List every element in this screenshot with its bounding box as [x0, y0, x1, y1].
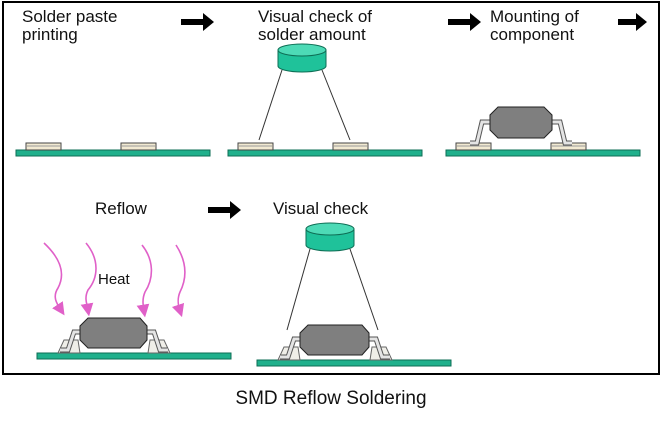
step-label: solder amount	[258, 25, 366, 44]
step-reflow: Reflow Heat	[36, 199, 241, 360]
step-solder-paste-printing: Solder paste printing	[15, 7, 214, 157]
camera-icon	[277, 43, 327, 73]
step-label: component	[490, 25, 574, 44]
heat-arrows	[43, 242, 186, 318]
circuit-board	[15, 149, 211, 157]
heat-arrow-icon	[171, 244, 186, 318]
arrow-right-icon	[208, 201, 241, 219]
camera-icon	[305, 222, 355, 252]
step-label: printing	[22, 25, 78, 44]
heat-arrow-icon	[80, 242, 97, 317]
diagram-frame	[2, 1, 660, 375]
smd-component	[489, 106, 553, 139]
reflow-process-diagram: Solder paste printing Visual check of so…	[2, 1, 660, 375]
circuit-board	[36, 352, 232, 360]
step-mounting-component: Mounting of component	[445, 7, 647, 157]
arrow-right-icon	[181, 13, 214, 31]
step-label: Mounting of	[490, 7, 579, 26]
arrow-right-icon	[448, 13, 481, 31]
heat-label: Heat	[98, 271, 131, 288]
circuit-board	[445, 149, 641, 157]
step-label: Reflow	[95, 199, 148, 218]
circuit-board	[227, 149, 423, 157]
step-label: Visual check of	[258, 7, 372, 26]
step-visual-check-solder: Visual check of solder amount	[227, 7, 481, 157]
circuit-board	[256, 359, 452, 367]
smd-component	[299, 324, 370, 356]
figure-caption: SMD Reflow Soldering	[235, 388, 427, 409]
heat-arrow-icon	[43, 242, 65, 316]
arrow-right-icon	[618, 13, 647, 31]
step-label: Visual check	[273, 199, 369, 218]
step-label: Solder paste	[22, 7, 117, 26]
step-visual-check: Visual check	[256, 199, 452, 367]
heat-arrow-icon	[136, 244, 153, 318]
smd-component	[79, 317, 148, 349]
